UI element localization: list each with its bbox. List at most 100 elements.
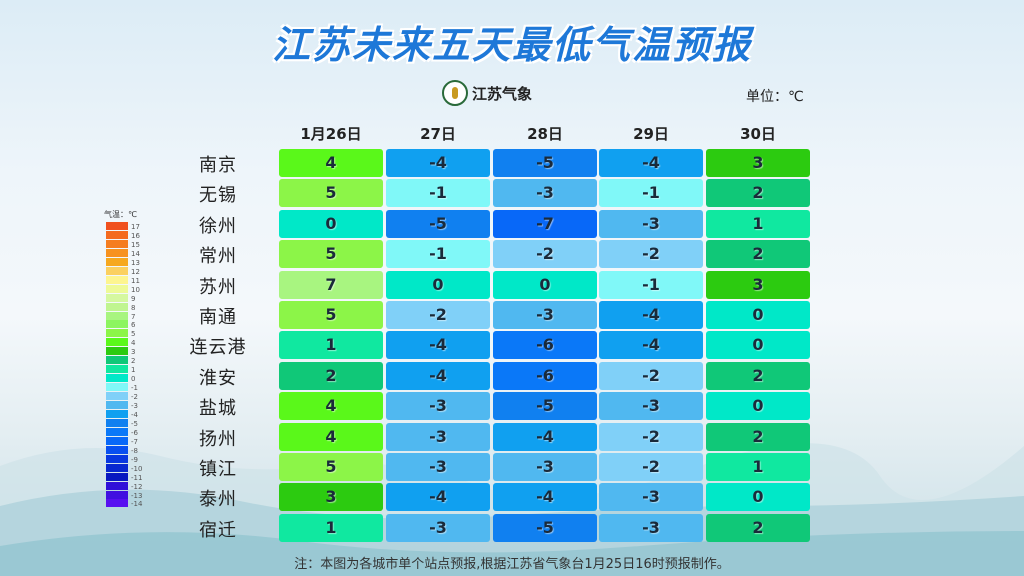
row-label: 淮安 <box>199 367 237 389</box>
heatmap-cell: 4 <box>279 422 383 451</box>
legend-swatch <box>106 427 128 436</box>
heatmap-cell: 2 <box>706 422 810 451</box>
legend-swatch <box>106 302 128 311</box>
heatmap-cell: 3 <box>706 270 810 299</box>
legend-swatch <box>106 374 128 383</box>
heatmap-cell: 0 <box>706 392 810 421</box>
legend-label: -11 <box>131 473 143 482</box>
row-label: 苏州 <box>199 276 237 298</box>
legend-swatch <box>106 222 128 230</box>
legend-swatch <box>106 401 128 409</box>
heatmap-cell: -1 <box>599 179 703 208</box>
legend-swatch <box>106 275 128 284</box>
heatmap-cell: -4 <box>599 301 703 329</box>
logo: 江苏气象 <box>442 80 532 106</box>
legend-label: -13 <box>131 491 143 500</box>
legend-title: 气温：℃ <box>104 210 137 219</box>
row-label: 泰州 <box>199 489 237 511</box>
heatmap-cell: 2 <box>706 513 810 542</box>
heatmap-cell: 2 <box>706 179 810 208</box>
heatmap-cell: -3 <box>493 453 597 481</box>
legend-swatch <box>106 257 128 266</box>
heatmap-cell: -3 <box>386 513 490 542</box>
legend-label: 15 <box>131 240 140 249</box>
heatmap-cell: 4 <box>279 149 383 177</box>
heatmap-cell: 0 <box>386 270 490 299</box>
heatmap-cell: -2 <box>599 361 703 390</box>
heatmap-cell: -6 <box>493 361 597 390</box>
legend-label: 17 <box>131 223 140 231</box>
heatmap-cell: -3 <box>493 301 597 329</box>
heatmap-cell: 0 <box>493 270 597 299</box>
heatmap-cell: -3 <box>386 422 490 451</box>
unit-label: 单位：℃ <box>746 89 804 105</box>
heatmap-cell: -4 <box>493 422 597 451</box>
heatmap-cell: -1 <box>386 179 490 208</box>
legend-swatch <box>106 320 128 329</box>
heatmap-cell: -5 <box>493 513 597 542</box>
legend-label: -7 <box>131 437 138 446</box>
heatmap-cell: 1 <box>706 209 810 238</box>
heatmap-cell: -5 <box>493 392 597 421</box>
logo-emblem-icon <box>442 80 468 106</box>
heatmap-cell: -3 <box>599 209 703 238</box>
heatmap-cell: 3 <box>706 149 810 177</box>
heatmap-cell: 1 <box>279 513 383 542</box>
legend-swatch <box>106 239 128 248</box>
column-header: 27日 <box>420 125 456 143</box>
heatmap-cell: -3 <box>599 392 703 421</box>
column-header: 30日 <box>740 125 776 143</box>
row-label: 无锡 <box>199 185 237 207</box>
legend-swatch <box>106 392 128 401</box>
heatmap-cell: 5 <box>279 301 383 329</box>
legend-swatch <box>106 284 128 293</box>
legend-label: -9 <box>131 455 138 464</box>
legend-label: -12 <box>131 482 143 491</box>
heatmap-cell: -5 <box>493 149 597 177</box>
legend-label: -5 <box>131 419 138 428</box>
heatmap-cell: -1 <box>386 240 490 269</box>
legend-swatch <box>106 311 128 320</box>
row-label: 南通 <box>199 307 237 328</box>
heatmap-cell: 7 <box>279 270 383 299</box>
legend-label: -3 <box>131 402 138 410</box>
legend-label: 10 <box>131 285 140 294</box>
legend-label: -6 <box>131 428 138 437</box>
legend-label: 0 <box>131 375 136 384</box>
heatmap-cell: -4 <box>386 149 490 177</box>
heatmap-cell: -2 <box>493 240 597 269</box>
legend-label: -2 <box>131 393 138 402</box>
row-label: 常州 <box>199 246 237 268</box>
legend-label: -1 <box>131 384 138 393</box>
heatmap-cell: 2 <box>706 361 810 390</box>
legend-label: 6 <box>131 321 136 330</box>
heatmap-cell: -2 <box>599 422 703 451</box>
legend-label: 9 <box>131 294 136 303</box>
legend-label: 5 <box>131 330 136 339</box>
legend-label: 4 <box>131 339 136 348</box>
heatmap-cell: -3 <box>599 483 703 512</box>
legend-swatch <box>106 499 128 508</box>
heatmap-cell: 2 <box>706 240 810 269</box>
heatmap-cell: -4 <box>599 149 703 177</box>
heatmap-cell: -1 <box>599 270 703 299</box>
heatmap-cell: 0 <box>706 483 810 512</box>
legend-label: 12 <box>131 267 140 276</box>
row-label: 徐州 <box>199 215 237 237</box>
legend-swatch <box>106 347 128 356</box>
legend-swatch <box>106 490 128 499</box>
heatmap-cell: -6 <box>493 331 597 360</box>
legend-swatch <box>106 445 128 454</box>
heatmap-cell: 5 <box>279 240 383 269</box>
row-label: 南京 <box>199 155 237 176</box>
heatmap-cell: 1 <box>279 331 383 360</box>
heatmap-cell: -3 <box>599 513 703 542</box>
row-label: 宿迁 <box>199 519 237 541</box>
row-label: 扬州 <box>199 428 237 450</box>
legend-swatch <box>106 383 128 392</box>
legend-swatch <box>106 472 128 481</box>
legend-swatch <box>106 409 128 418</box>
legend-swatch <box>106 481 128 490</box>
legend-swatch <box>106 365 128 374</box>
legend-swatch <box>106 248 128 257</box>
